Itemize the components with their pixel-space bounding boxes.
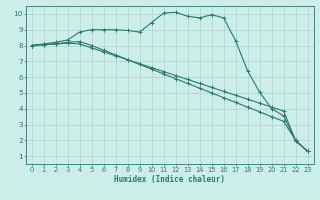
X-axis label: Humidex (Indice chaleur): Humidex (Indice chaleur) [114, 175, 225, 184]
